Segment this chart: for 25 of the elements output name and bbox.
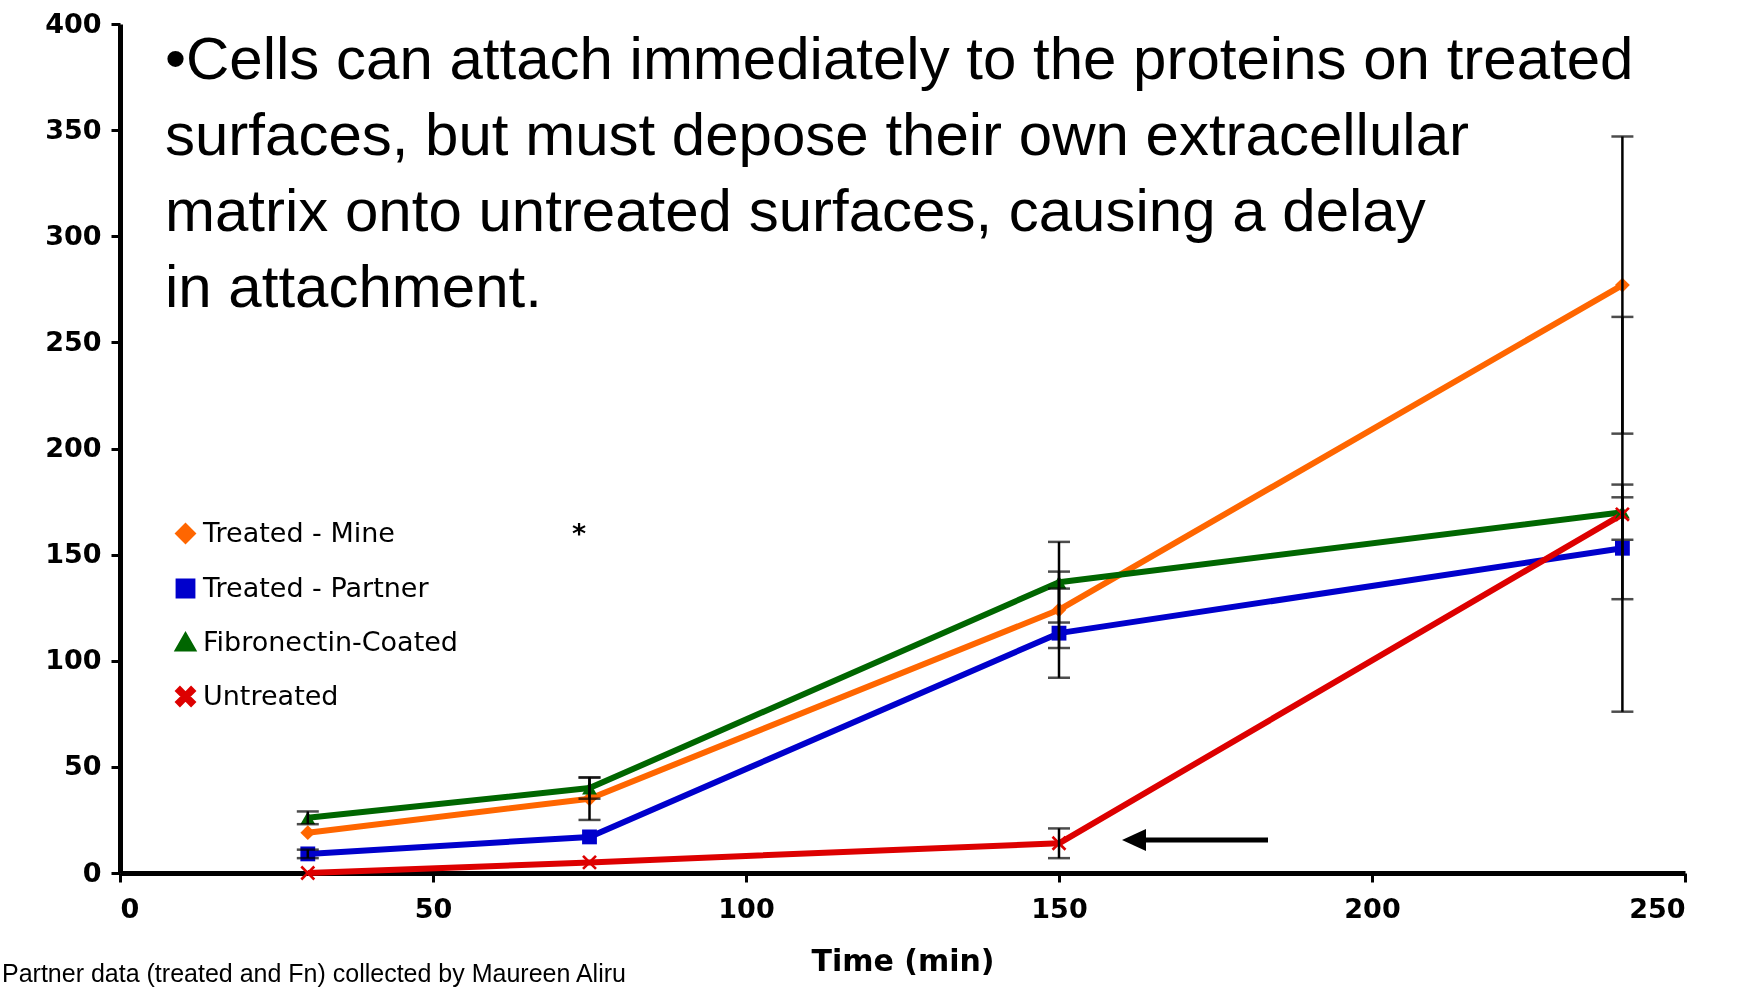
annotation: * [572,518,587,549]
x-tick-label: 50 [414,892,453,924]
x-tick-label: 200 [1344,892,1401,924]
x-tick-label: 250 [1629,892,1686,924]
x-tick-label: 0 [120,892,140,924]
y-tick-label: 350 [45,113,102,145]
y-tick-label: 400 [45,7,102,39]
y-tick-label: 50 [63,750,102,782]
y-tick-label: 200 [45,432,102,463]
legend-label: Untreated [203,679,339,711]
y-tick-label: 150 [45,538,102,570]
legend-label: Treated - Mine [202,516,395,548]
x-tick-label: 100 [718,892,775,924]
legend-label: Treated - Partner [202,571,430,603]
y-tick-label: 300 [45,219,102,251]
y-tick-label: 100 [45,644,102,676]
x-axis-title: Time (min) [811,942,995,978]
text: Partner data (treated and Fn) collected by Maureen Aliru [2,959,626,987]
point [582,829,597,845]
point [300,865,316,881]
legend-label: Fibronectin-Coated [203,625,458,657]
y-tick-label: 250 [45,325,102,357]
annotation: •Cells can attach immediately to the proteins on treated surfaces, but must depose their own extracellular matrix onto untreated surfaces, causing a delay in attachment. [165,25,1634,320]
y-tick-label: 0 [82,856,102,888]
x-tick-label: 150 [1031,892,1088,924]
